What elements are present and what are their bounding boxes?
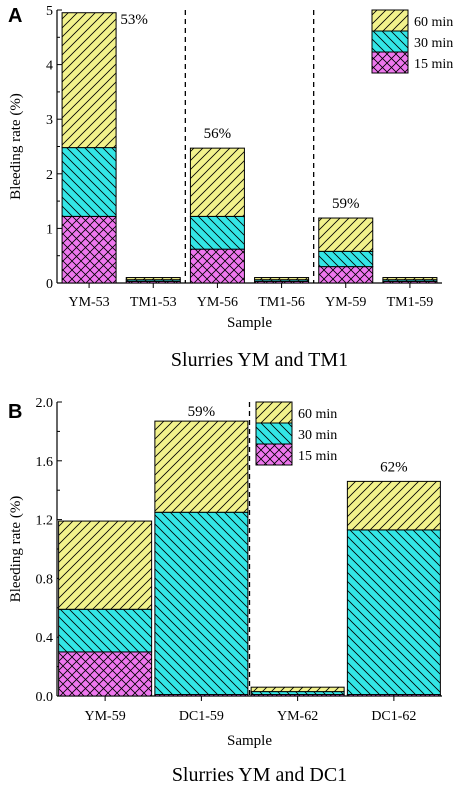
legend-swatch	[255, 401, 293, 424]
legend-swatch	[371, 30, 409, 53]
y-tick-label: 4	[46, 59, 53, 74]
bar-segment	[58, 651, 153, 697]
x-tick-label: YM-56	[197, 295, 238, 310]
y-tick-label: 5	[46, 4, 53, 19]
y-tick-label: 2	[46, 168, 53, 183]
panel-caption: Slurries YM and TM1	[171, 349, 348, 371]
bar-segment	[318, 266, 374, 284]
x-tick-label: YM-53	[68, 295, 109, 310]
percent-annotation: 59%	[332, 196, 360, 212]
percent-annotation: 56%	[204, 126, 232, 142]
bar-segment	[318, 217, 374, 252]
y-tick-label: 0.8	[36, 572, 54, 587]
y-axis-title: Bleeding rate (%)	[8, 93, 24, 200]
legend-swatch	[255, 422, 293, 445]
bar-segment	[154, 420, 249, 513]
x-tick-label: DC1-62	[371, 709, 416, 724]
percent-annotation: 62%	[380, 459, 408, 475]
y-tick-label: 1.2	[36, 514, 54, 529]
y-tick-label: 0	[46, 277, 53, 292]
panel-a: A 0 1 2 3 4 5 YM-53 TM1-53 YM-56 TM1-56 YM-59 TM1-59…	[8, 4, 453, 371]
legend-label: 15 min	[414, 57, 453, 72]
bar-segment	[346, 529, 441, 696]
x-tick-label: TM1-56	[258, 295, 305, 310]
bar-segment	[61, 147, 117, 217]
bar-segment	[189, 215, 245, 250]
bar-segment	[346, 480, 441, 531]
legend-label: 60 min	[298, 407, 337, 422]
bar-segment	[189, 248, 245, 284]
y-axis-title: Bleeding rate (%)	[8, 496, 24, 603]
legend-swatch	[371, 51, 409, 74]
x-tick-label: DC1-59	[179, 709, 224, 724]
x-tick-label: TM1-53	[130, 295, 177, 310]
bar-segment	[58, 608, 153, 653]
percent-annotation: 59%	[188, 404, 216, 420]
bar-segment	[61, 12, 117, 149]
legend-swatch	[255, 443, 293, 466]
panel-b: B 0.0 0.4 0.8 1.2 1.6 2.0 YM-59 DC1-59 YM-62 DC1-6…	[8, 396, 442, 786]
bar-segment	[318, 250, 374, 268]
percent-annotation: 53%	[120, 12, 148, 28]
legend-label: 30 min	[414, 36, 453, 51]
y-tick-label: 2.0	[36, 396, 54, 411]
bar-segment	[154, 511, 249, 696]
legend-swatch	[371, 9, 409, 32]
y-tick-label: 1	[46, 222, 53, 237]
panel-caption: Slurries YM and DC1	[172, 764, 347, 786]
bar-segment	[61, 215, 117, 284]
y-tick-label: 0.0	[36, 690, 54, 705]
x-tick-label: YM-59	[85, 709, 126, 724]
x-tick-label: TM1-59	[387, 295, 434, 310]
legend-label: 15 min	[298, 449, 337, 464]
bar-segment	[58, 520, 153, 610]
bar-segment	[382, 277, 438, 281]
bar-segment	[189, 147, 245, 217]
x-axis-title: Sample	[227, 315, 272, 331]
legend-label: 60 min	[414, 15, 453, 30]
x-tick-label: YM-59	[325, 295, 366, 310]
x-axis-title: Sample	[227, 733, 272, 749]
bar-segment	[254, 277, 310, 281]
bar-segment	[250, 686, 345, 693]
panel-letter: A	[8, 5, 22, 27]
bar-segment	[125, 277, 181, 281]
y-tick-label: 3	[46, 113, 53, 128]
x-tick-label: YM-62	[277, 709, 318, 724]
y-tick-label: 0.4	[36, 631, 54, 646]
legend-label: 30 min	[298, 428, 337, 443]
y-tick-label: 1.6	[36, 455, 54, 470]
panel-letter: B	[8, 401, 22, 423]
